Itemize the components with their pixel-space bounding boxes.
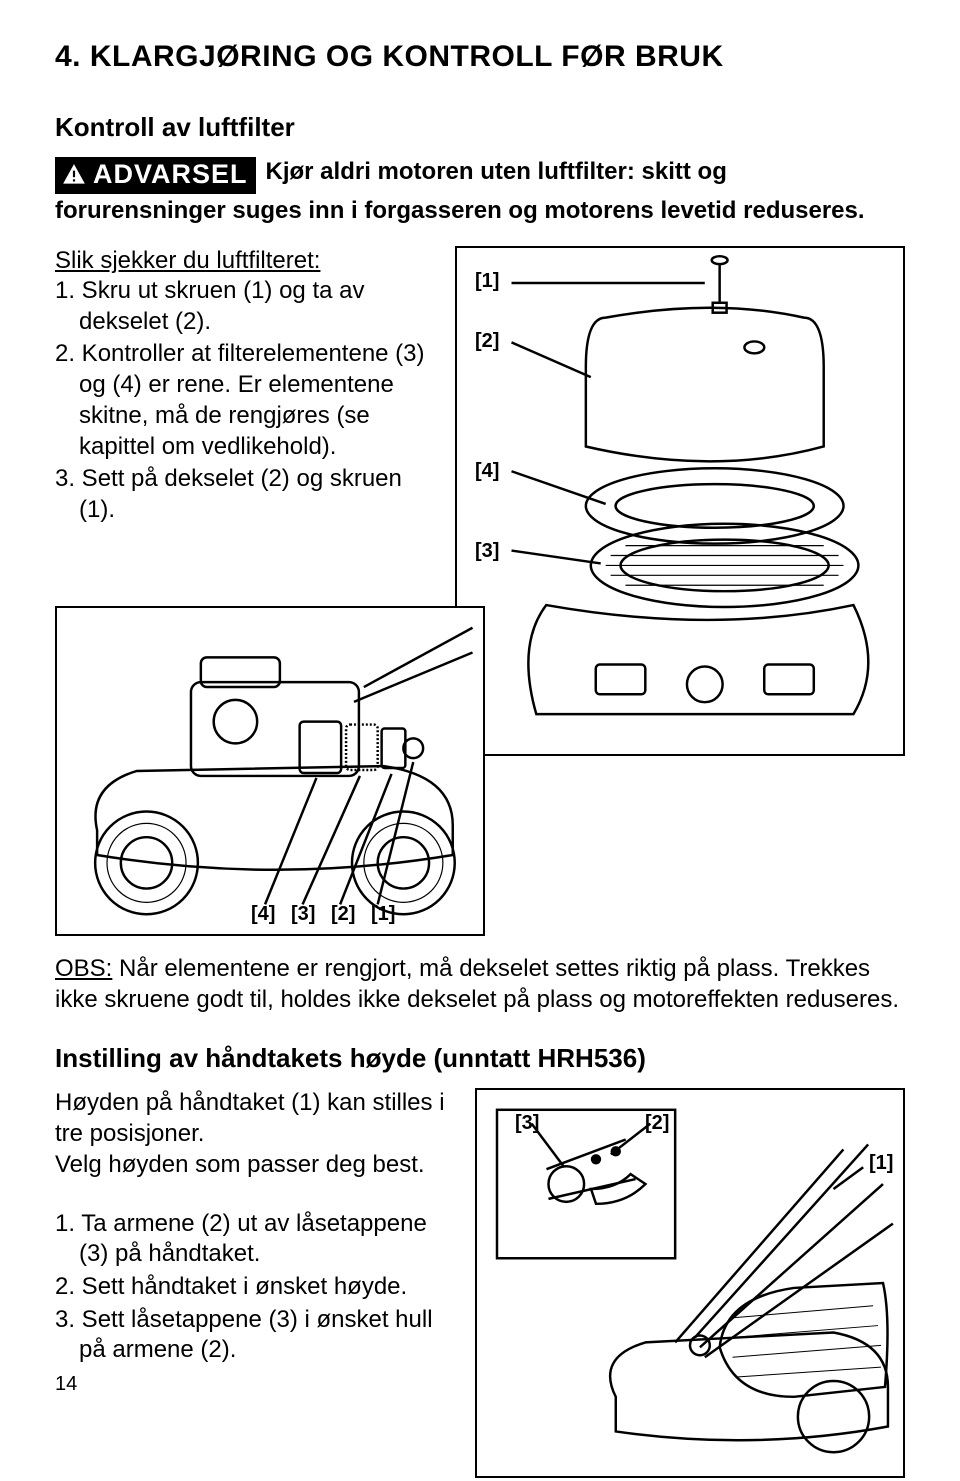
engine-diagram-icon [457, 248, 903, 754]
figure-label: [2] [475, 330, 499, 353]
figure-label: [3] [291, 903, 315, 926]
handle-steps: 1. Ta armene (2) ut av låsetappene (3) p… [55, 1209, 457, 1367]
figure-label: [3] [515, 1112, 539, 1135]
page-title: 4. KLARGJØRING OG KONTROLL FØR BRUK [55, 40, 905, 74]
step-item: 3. Sett på dekselet (2) og skruen (1). [55, 464, 441, 525]
obs-note: OBS: Når elementene er rengjort, må deks… [55, 954, 905, 1015]
page-number: 14 [55, 1373, 77, 1396]
figure-label: [1] [371, 903, 395, 926]
figure-engine-filter: [1] [2] [4] [3] [455, 246, 905, 756]
figure-label: [4] [251, 903, 275, 926]
section-heading-airfilter: Kontroll av luftfilter [55, 112, 905, 143]
figure-label: [2] [331, 903, 355, 926]
warning-text-line2: forurensninger suges inn i forgasseren o… [55, 196, 905, 226]
figure-label: [4] [475, 460, 499, 483]
figure-label: [2] [645, 1112, 669, 1135]
airfilter-steps: 1. Skru ut skruen (1) og ta av dekselet … [55, 276, 441, 526]
check-heading: Slik sjekker du luftfilteret: [55, 246, 441, 276]
section-heading-handle: Instilling av håndtakets høyde (unntatt … [55, 1043, 905, 1074]
obs-label: OBS: [55, 955, 112, 982]
step-item: 2. Sett håndtaket i ønsket høyde. [55, 1272, 457, 1303]
mower-diagram-icon [57, 608, 483, 934]
figure-mower-side: [4] [3] [2] [1] [55, 606, 485, 936]
step-item: 3. Sett låsetappene (3) i ønsket hull på… [55, 1305, 457, 1366]
handle-diagram-icon [477, 1090, 903, 1476]
figure-label: [3] [475, 540, 499, 563]
warning-text-line1: Kjør aldri motoren uten luftfilter: skit… [266, 157, 727, 187]
warning-label-text: ADVARSEL [93, 159, 248, 190]
step-item: 2. Kontroller at filterelementene (3) og… [55, 339, 441, 462]
handle-intro-1: Høyden på håndtaket (1) kan stilles i tr… [55, 1088, 457, 1149]
figure-label: [1] [475, 270, 499, 293]
step-item: 1. Ta armene (2) ut av låsetappene (3) p… [55, 1209, 457, 1270]
handle-intro-2: Velg høyden som passer deg best. [55, 1150, 457, 1181]
warning-row: ADVARSEL Kjør aldri motoren uten luftfil… [55, 157, 905, 194]
obs-text: Når elementene er rengjort, må dekselet … [55, 955, 899, 1013]
step-item: 1. Skru ut skruen (1) og ta av dekselet … [55, 276, 441, 337]
warning-triangle-icon [61, 162, 87, 188]
figure-label: [1] [869, 1152, 893, 1175]
warning-badge: ADVARSEL [55, 157, 256, 194]
